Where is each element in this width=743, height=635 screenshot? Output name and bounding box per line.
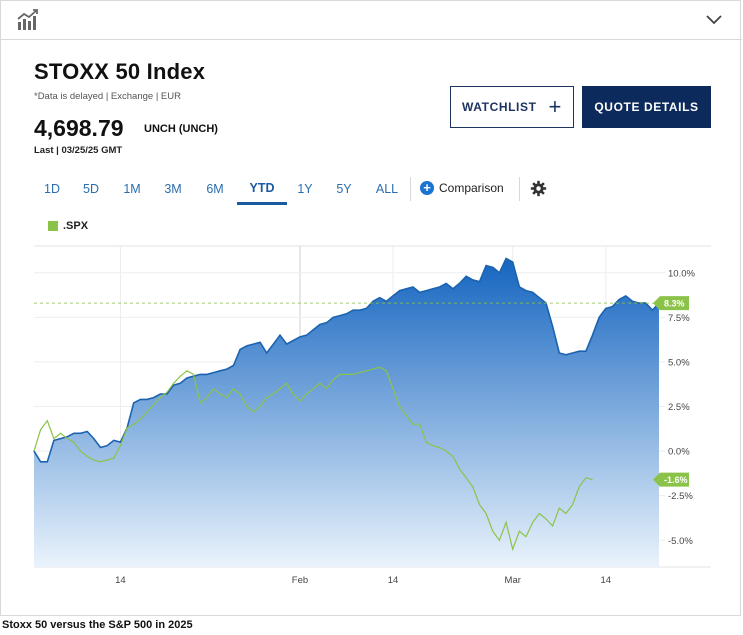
x-tick-label: 14 bbox=[601, 575, 612, 586]
quote-details-button[interactable]: QUOTE DETAILS bbox=[582, 86, 711, 128]
stoxx-area bbox=[34, 258, 659, 567]
tab-divider bbox=[410, 177, 411, 201]
quote-details-label: QUOTE DETAILS bbox=[594, 100, 699, 114]
tab-ytd[interactable]: YTD bbox=[237, 173, 287, 205]
watchlist-button[interactable]: WATCHLIST + bbox=[450, 86, 574, 128]
index-title: STOXX 50 Index bbox=[34, 59, 206, 84]
stoxx-last-flag bbox=[653, 296, 689, 311]
chevron-down-icon[interactable] bbox=[704, 11, 724, 27]
settings-divider bbox=[519, 177, 520, 201]
watchlist-label: WATCHLIST bbox=[462, 100, 537, 114]
y-tick-label: 10.0% bbox=[668, 268, 695, 279]
x-tick-label: 14 bbox=[388, 575, 399, 586]
stoxx-last-value-label: 8.3% bbox=[664, 299, 685, 309]
chart-legend: .SPX bbox=[48, 220, 88, 232]
legend-swatch-spx bbox=[48, 221, 58, 231]
last-timestamp: Last | 03/25/25 GMT bbox=[34, 145, 123, 156]
legend-label-spx: .SPX bbox=[63, 220, 89, 232]
y-tick-label: -5.0% bbox=[668, 536, 693, 547]
tab-5d[interactable]: 5D bbox=[83, 182, 99, 196]
x-tick-label: 14 bbox=[115, 575, 126, 586]
comparison-button[interactable]: + Comparison bbox=[420, 179, 504, 197]
y-tick-label: 7.5% bbox=[668, 313, 690, 324]
gear-icon[interactable] bbox=[530, 180, 547, 197]
card-toolbar bbox=[1, 1, 742, 40]
line-chart-icon[interactable] bbox=[16, 9, 40, 31]
tab-1m[interactable]: 1M bbox=[123, 182, 141, 196]
y-tick-label: 2.5% bbox=[668, 402, 690, 413]
comparison-label: Comparison bbox=[439, 181, 504, 195]
last-price: 4,698.79 bbox=[34, 115, 124, 141]
x-tick-label: Feb bbox=[292, 575, 308, 586]
stoxx-line bbox=[33, 257, 660, 463]
price-change: UNCH (UNCH) bbox=[144, 123, 218, 135]
tab-all[interactable]: ALL bbox=[375, 182, 399, 196]
spx-last-flag bbox=[653, 472, 689, 487]
tab-1d[interactable]: 1D bbox=[44, 182, 60, 196]
tab-1y[interactable]: 1Y bbox=[297, 182, 313, 196]
y-tick-label: 5.0% bbox=[668, 357, 690, 368]
tab-5y[interactable]: 5Y bbox=[336, 182, 352, 196]
quote-card: STOXX 50 Index *Data is delayed | Exchan… bbox=[0, 0, 742, 616]
tab-3m[interactable]: 3M bbox=[164, 182, 182, 196]
data-delay-note: *Data is delayed | Exchange | EUR bbox=[34, 91, 181, 102]
price-chart[interactable]: 10.0% 7.5% 5.0% 2.5% 0.0% -2.5% -5.0% 14 Feb 14 Ma… bbox=[1, 1, 742, 601]
spx-line bbox=[33, 366, 593, 552]
add-circle-icon: + bbox=[420, 181, 434, 195]
y-tick-label: 0.0% bbox=[668, 447, 690, 458]
x-tick-label: Mar bbox=[505, 575, 521, 586]
plus-icon: + bbox=[548, 94, 562, 119]
tab-6m[interactable]: 6M bbox=[206, 182, 224, 196]
spx-last-value-label: -1.6% bbox=[664, 475, 688, 485]
figure-caption: Stoxx 50 versus the S&P 500 in 2025 bbox=[2, 619, 193, 631]
y-tick-label: -2.5% bbox=[668, 491, 693, 502]
